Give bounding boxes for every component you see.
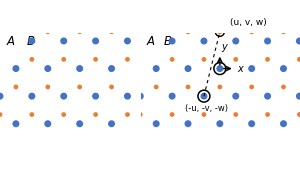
Circle shape [125, 112, 130, 117]
Text: B: B [26, 35, 34, 48]
Circle shape [202, 57, 206, 62]
Circle shape [44, 65, 51, 72]
Circle shape [44, 120, 51, 127]
Circle shape [218, 29, 222, 34]
Circle shape [264, 38, 271, 45]
Circle shape [124, 37, 131, 44]
Circle shape [29, 57, 34, 62]
Circle shape [108, 65, 115, 72]
Circle shape [184, 65, 191, 72]
Circle shape [249, 84, 254, 89]
Circle shape [249, 140, 254, 144]
Circle shape [125, 57, 130, 62]
Circle shape [153, 120, 160, 127]
Circle shape [186, 29, 190, 34]
Circle shape [108, 120, 115, 127]
Circle shape [232, 38, 239, 45]
Circle shape [45, 84, 50, 89]
Text: (u, v, w): (u, v, w) [230, 18, 266, 27]
Circle shape [76, 65, 83, 72]
Text: A: A [7, 35, 15, 48]
Circle shape [186, 84, 190, 89]
Circle shape [186, 140, 190, 144]
Circle shape [233, 112, 238, 117]
Circle shape [77, 140, 82, 144]
Circle shape [137, 93, 144, 100]
Circle shape [154, 84, 159, 89]
Circle shape [280, 120, 287, 127]
Circle shape [200, 93, 207, 100]
Circle shape [12, 120, 20, 127]
Circle shape [154, 140, 159, 144]
Circle shape [109, 140, 114, 144]
Circle shape [92, 93, 99, 100]
Text: y: y [222, 42, 227, 52]
Circle shape [248, 120, 255, 127]
Circle shape [170, 57, 175, 62]
Circle shape [14, 84, 18, 89]
Circle shape [28, 37, 35, 44]
Circle shape [60, 37, 67, 44]
Circle shape [249, 29, 254, 34]
Circle shape [109, 84, 114, 89]
Circle shape [60, 93, 67, 100]
Circle shape [200, 38, 207, 45]
Circle shape [77, 84, 82, 89]
Circle shape [297, 57, 300, 62]
Circle shape [265, 112, 270, 117]
Circle shape [216, 120, 223, 127]
Circle shape [281, 29, 286, 34]
Circle shape [29, 112, 34, 117]
Circle shape [264, 93, 271, 100]
Circle shape [184, 120, 191, 127]
Text: A: A [146, 35, 154, 48]
Circle shape [296, 93, 300, 100]
Circle shape [265, 57, 270, 62]
Circle shape [233, 57, 238, 62]
Circle shape [218, 84, 222, 89]
Circle shape [0, 112, 2, 117]
Circle shape [170, 112, 175, 117]
Circle shape [77, 29, 82, 34]
Circle shape [138, 112, 143, 117]
Circle shape [61, 112, 66, 117]
Circle shape [124, 93, 131, 100]
Circle shape [202, 112, 206, 117]
Circle shape [92, 37, 99, 44]
Circle shape [93, 112, 98, 117]
Circle shape [61, 57, 66, 62]
Circle shape [12, 65, 20, 72]
Circle shape [216, 65, 223, 72]
Text: B: B [164, 35, 172, 48]
Text: x: x [237, 64, 243, 74]
Circle shape [109, 29, 114, 34]
Circle shape [45, 140, 50, 144]
Circle shape [169, 93, 176, 100]
Circle shape [93, 57, 98, 62]
Circle shape [281, 140, 286, 144]
Circle shape [218, 140, 222, 144]
Circle shape [297, 112, 300, 117]
Circle shape [280, 65, 287, 72]
Text: (-u, -v, -w): (-u, -v, -w) [185, 104, 228, 113]
Circle shape [28, 93, 35, 100]
Circle shape [153, 65, 160, 72]
Circle shape [14, 140, 18, 144]
Circle shape [45, 29, 50, 34]
Circle shape [281, 84, 286, 89]
Circle shape [232, 93, 239, 100]
Circle shape [76, 120, 83, 127]
Circle shape [0, 93, 4, 100]
Circle shape [169, 38, 176, 45]
Circle shape [296, 38, 300, 45]
Circle shape [248, 65, 255, 72]
